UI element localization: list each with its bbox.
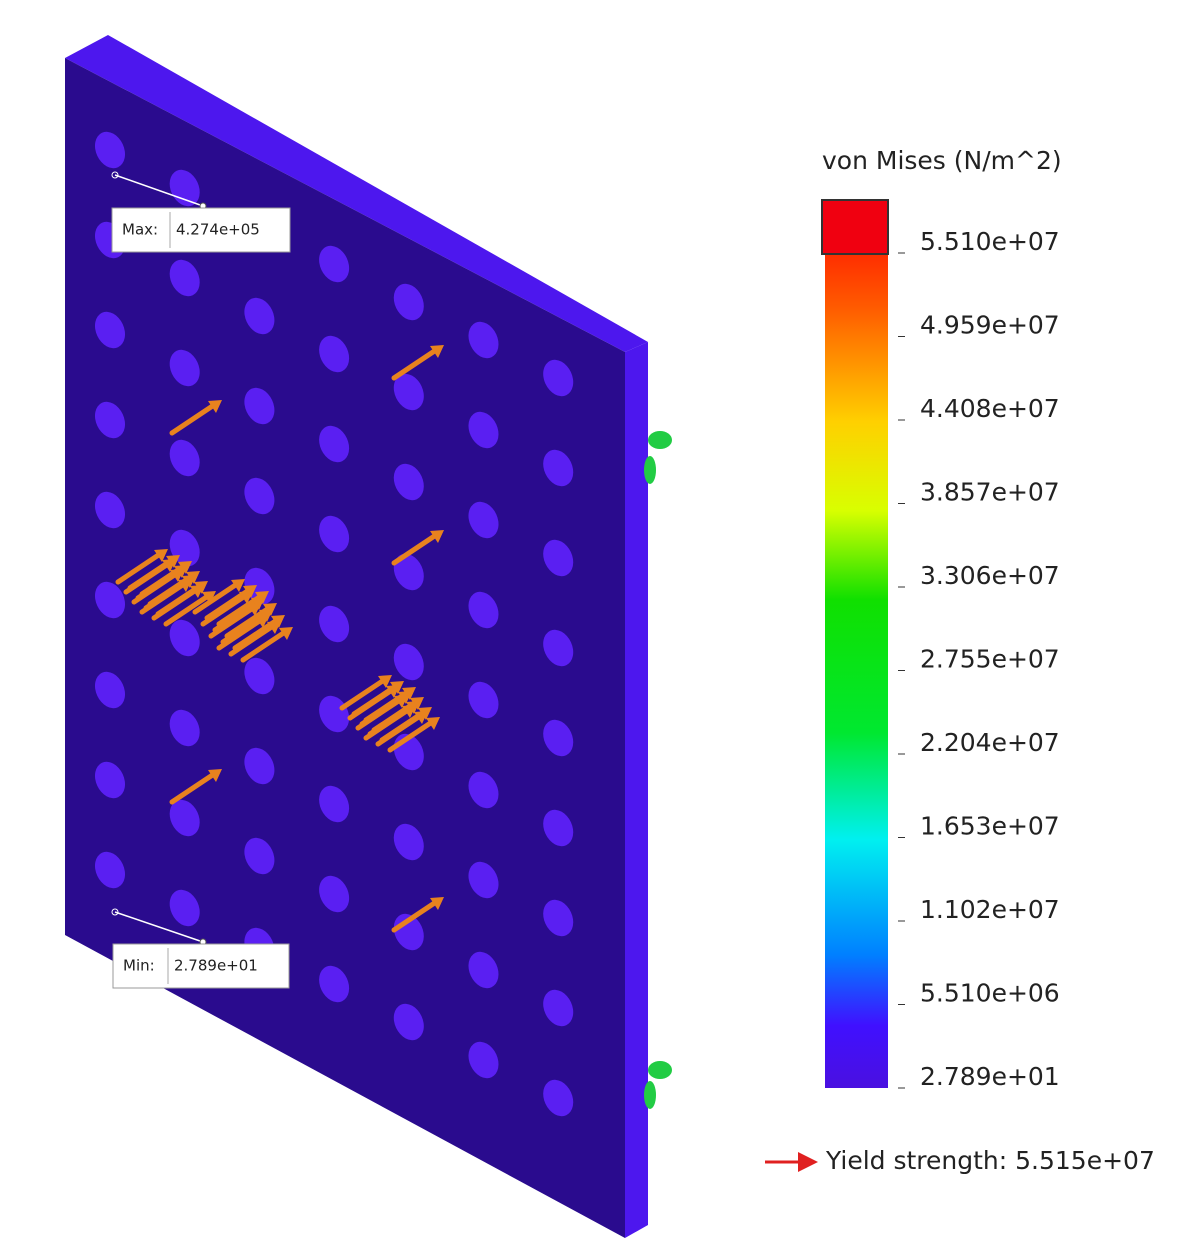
yield-arrow-head: [798, 1152, 818, 1172]
legend-label: 2.755e+07: [920, 645, 1060, 674]
probe-label: Min:: [123, 957, 155, 975]
legend-label: 2.789e+01: [920, 1062, 1060, 1091]
legend-label: 5.510e+06: [920, 979, 1060, 1008]
legend-title: von Mises (N/m^2): [822, 146, 1062, 175]
fixture: [648, 1061, 672, 1079]
legend-label: 4.959e+07: [920, 311, 1060, 340]
color-legend: von Mises (N/m^2) 5.510e+07 4.959e+07 4.40…: [822, 146, 1062, 1091]
color-bar: [825, 200, 888, 1088]
legend-label: 1.653e+07: [920, 812, 1060, 841]
probe-value: 4.274e+05: [176, 221, 260, 239]
probe-value: 2.789e+01: [174, 957, 258, 975]
fixtures: [644, 431, 672, 1109]
legend-label: 3.857e+07: [920, 478, 1060, 507]
fixture: [648, 431, 672, 449]
legend-label: 1.102e+07: [920, 895, 1060, 924]
yield-marker: Yield strength: 5.515e+07: [765, 1146, 1155, 1175]
fixture: [644, 456, 656, 484]
color-bar-cap: [822, 200, 888, 254]
plate-side: [625, 342, 648, 1238]
screenshot: Max: 4.274e+05 Min: 2.789e+01 von Mises …: [0, 0, 1185, 1238]
legend-label: 2.204e+07: [920, 728, 1060, 757]
legend-label: 4.408e+07: [920, 394, 1060, 423]
yield-strength: Yield strength: 5.515e+07: [825, 1146, 1155, 1175]
legend-label: 3.306e+07: [920, 561, 1060, 590]
legend-label: 5.510e+07: [920, 227, 1060, 256]
probe-label: Max:: [122, 221, 158, 239]
fixture: [644, 1081, 656, 1109]
